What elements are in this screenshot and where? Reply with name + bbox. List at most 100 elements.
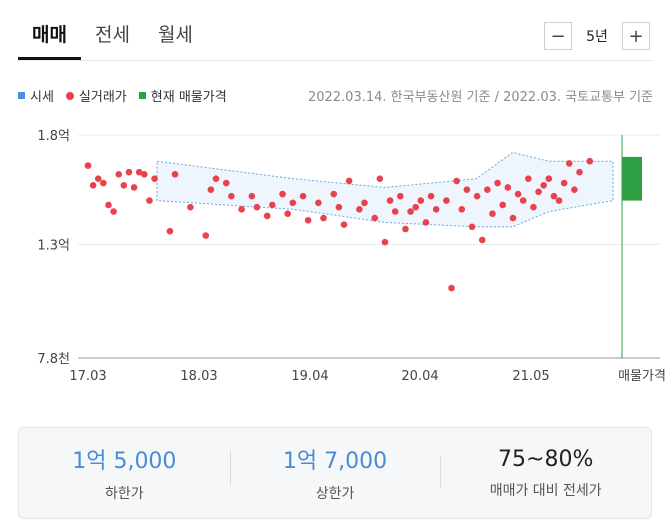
period-increase-button[interactable]: + [622,22,650,50]
period-label: 5년 [586,29,608,45]
legend-market-price: 시세 [18,86,54,105]
y-tick-label: 1.3억 [37,238,70,253]
transaction-point [427,192,435,200]
transaction-point [371,214,379,222]
legend-listing-price: 현재 매물가격 [138,86,227,105]
price-chart: 1.8억 1.3억 7.8천 17.03 18.03 19.04 20.04 21.05 매물가… [37,129,666,384]
x-tick-label: 18.03 [180,369,217,384]
listing-price-range [622,156,642,201]
transaction-point [458,206,466,213]
transaction-point [499,201,507,209]
transaction-point [202,232,210,239]
transaction-point [166,227,174,235]
transaction-point [130,184,138,191]
transaction-point [514,190,522,198]
transaction-point [284,210,291,218]
transaction-point [550,192,558,200]
transaction-point [335,203,343,211]
transaction-point [478,236,486,244]
transaction-point [125,168,133,176]
transaction-point [330,190,338,198]
transaction-point [560,179,568,187]
low-price-label: 하한가 [105,486,144,502]
transaction-point [555,197,563,204]
transaction-point [340,221,348,228]
x-tick-label: 21.05 [512,369,549,384]
transaction-point [120,181,128,189]
transaction-point [484,186,491,193]
transaction-point [222,179,230,187]
transaction-point [489,210,496,218]
legend-transaction-price: 실거래가 [65,86,127,105]
deal-type-tabs: 매매 전세 월세 [18,14,207,60]
transaction-point [545,175,553,183]
transaction-point [530,203,537,211]
price-summary: 1억 5,000 하한가 1억 7,000 상한가 75~80% 매매가 대비 … [18,427,652,519]
tab-jeonse[interactable]: 전세 [94,24,130,46]
high-price-label: 상한가 [315,486,355,502]
transaction-point [299,192,307,200]
legend-label: 현재 매물가격 [150,90,227,105]
transaction-point [315,199,322,207]
period-selector: − 5년 + [544,22,650,50]
transaction-point [345,177,353,185]
data-source-note: 2022.03.14. 한국부동산원 기준 / 2022.03. 국토교통부 기… [307,90,653,105]
transaction-point [586,157,594,165]
transaction-point [565,160,573,167]
transaction-point [212,175,220,183]
transaction-point [519,197,527,204]
transaction-point [381,238,389,246]
low-price-value: 1억 5,000 [72,449,177,474]
transaction-point [391,208,399,215]
x-tick-label: 17.03 [69,369,106,384]
transaction-point [141,171,148,178]
transaction-point [535,188,542,196]
tab-sale[interactable]: 매매 [18,14,81,60]
period-decrease-button[interactable]: − [544,22,572,50]
transaction-point [402,225,409,233]
transaction-price-swatch [65,91,74,100]
transaction-point [412,203,419,211]
summary-high: 1억 7,000 상한가 [229,443,441,503]
market-price-band [156,151,614,228]
legend-label: 실거래가 [78,90,127,105]
transaction-point [417,197,425,204]
transaction-point [289,199,297,207]
tab-monthly-rent[interactable]: 월세 [157,24,193,46]
transaction-point [376,175,384,183]
transaction-point [151,175,158,183]
legend-label: 시세 [30,90,54,105]
transaction-point [432,206,440,213]
transaction-point [279,190,286,198]
transaction-point [453,177,460,185]
x-tick-label: 19.04 [291,369,328,384]
y-tick-label: 7.8천 [37,352,70,367]
transaction-point [473,192,481,200]
transaction-point [386,197,394,204]
transaction-point [443,197,450,204]
transaction-point [422,219,430,226]
transaction-point [228,192,235,200]
high-price-value: 1억 7,000 [282,449,388,474]
summary-low: 1억 5,000 하한가 [19,443,230,503]
transaction-point [146,197,153,204]
transaction-point [110,208,117,215]
transaction-point [89,181,97,189]
transaction-point [463,186,471,193]
tabs-divider [18,60,653,61]
transaction-point [468,223,476,231]
transaction-point [248,192,256,200]
transaction-point [269,201,276,209]
transaction-point [509,214,517,222]
transaction-point [115,171,123,178]
transaction-point [263,212,271,220]
transaction-point [448,284,455,292]
y-tick-label: 1.8억 [37,129,70,144]
transaction-point [494,179,501,187]
jeonse-ratio-value: 75~80% [498,446,594,472]
transaction-point [320,214,327,222]
transaction-point [304,216,312,224]
transaction-point [187,203,194,211]
transaction-point [94,175,102,183]
market-price-swatch [18,92,25,99]
